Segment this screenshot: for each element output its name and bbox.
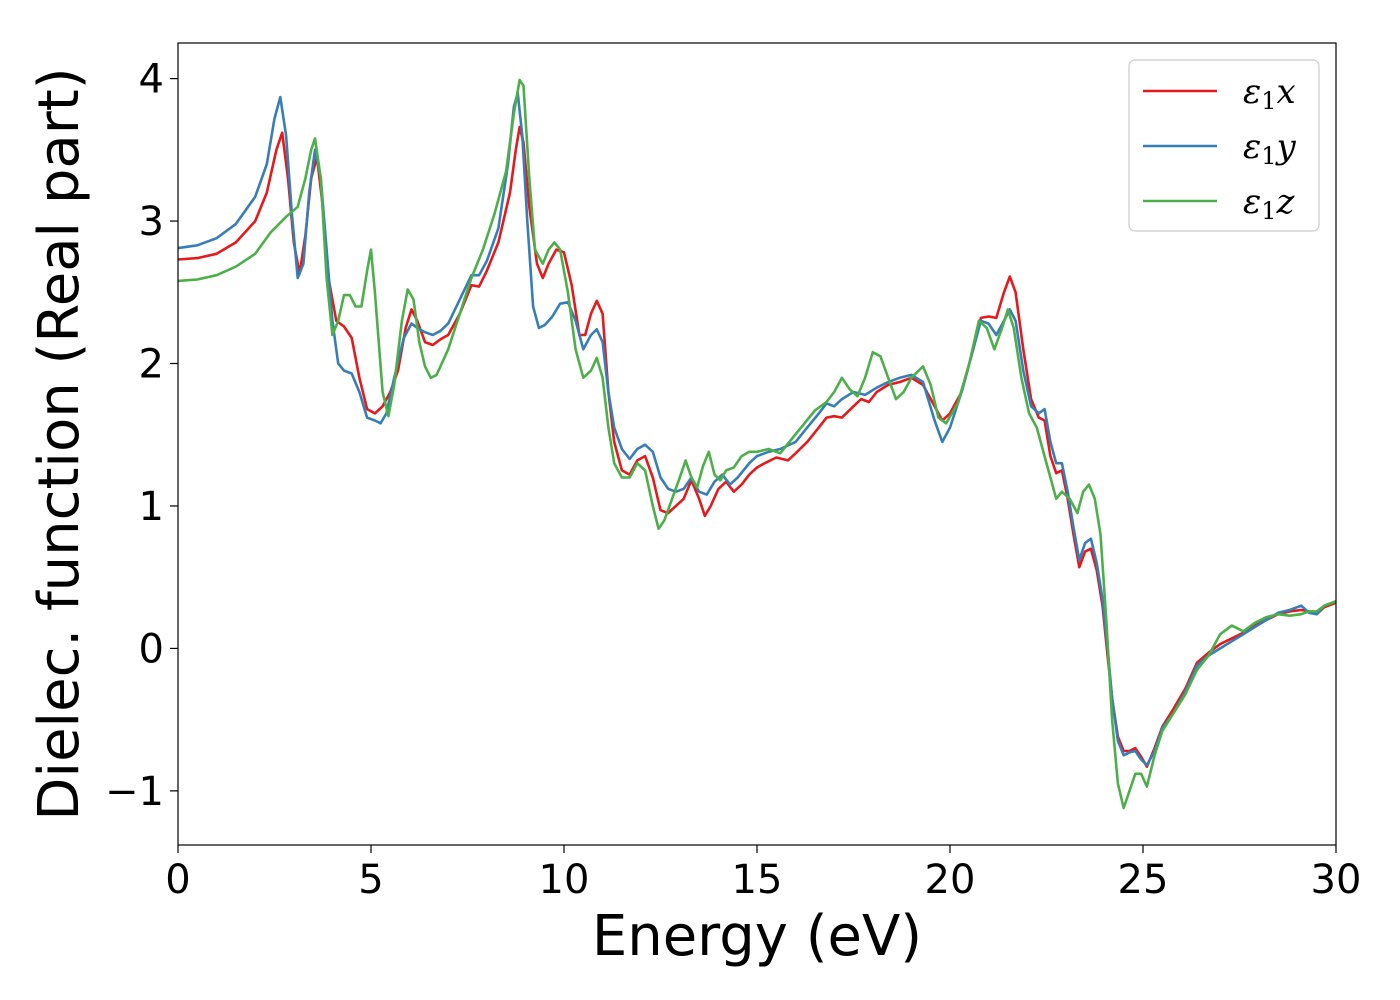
x-tick-label: 30 (1311, 857, 1362, 903)
y-tick-label: 1 (139, 484, 164, 530)
legend: ε1x ε1y ε1z (1128, 59, 1320, 232)
x-tick-label: 20 (925, 857, 976, 903)
y-tick-label: 4 (139, 57, 164, 103)
x-tick-label: 25 (1118, 857, 1169, 903)
series-line-3 (178, 78, 1336, 810)
y-axis-label: Dielec. function (Real part) (27, 67, 92, 820)
y-tick-label: −1 (105, 769, 164, 815)
x-tick-label: 15 (732, 857, 783, 903)
legend-entry: ε1y (1243, 127, 1297, 170)
y-tick-label: 3 (139, 199, 164, 245)
plot-area (178, 78, 1336, 810)
x-tick-label: 5 (358, 857, 383, 903)
series-line-2 (178, 91, 1336, 767)
y-tick-label: 2 (139, 342, 164, 388)
legend-box (1128, 59, 1320, 232)
x-tick-label: 10 (539, 857, 590, 903)
y-tick-label: 0 (139, 626, 164, 672)
legend-entry: ε1x (1243, 72, 1296, 115)
legend-entry: ε1z (1243, 182, 1296, 225)
x-tick-label: 0 (165, 857, 190, 903)
x-axis-label: Energy (eV) (592, 904, 922, 969)
